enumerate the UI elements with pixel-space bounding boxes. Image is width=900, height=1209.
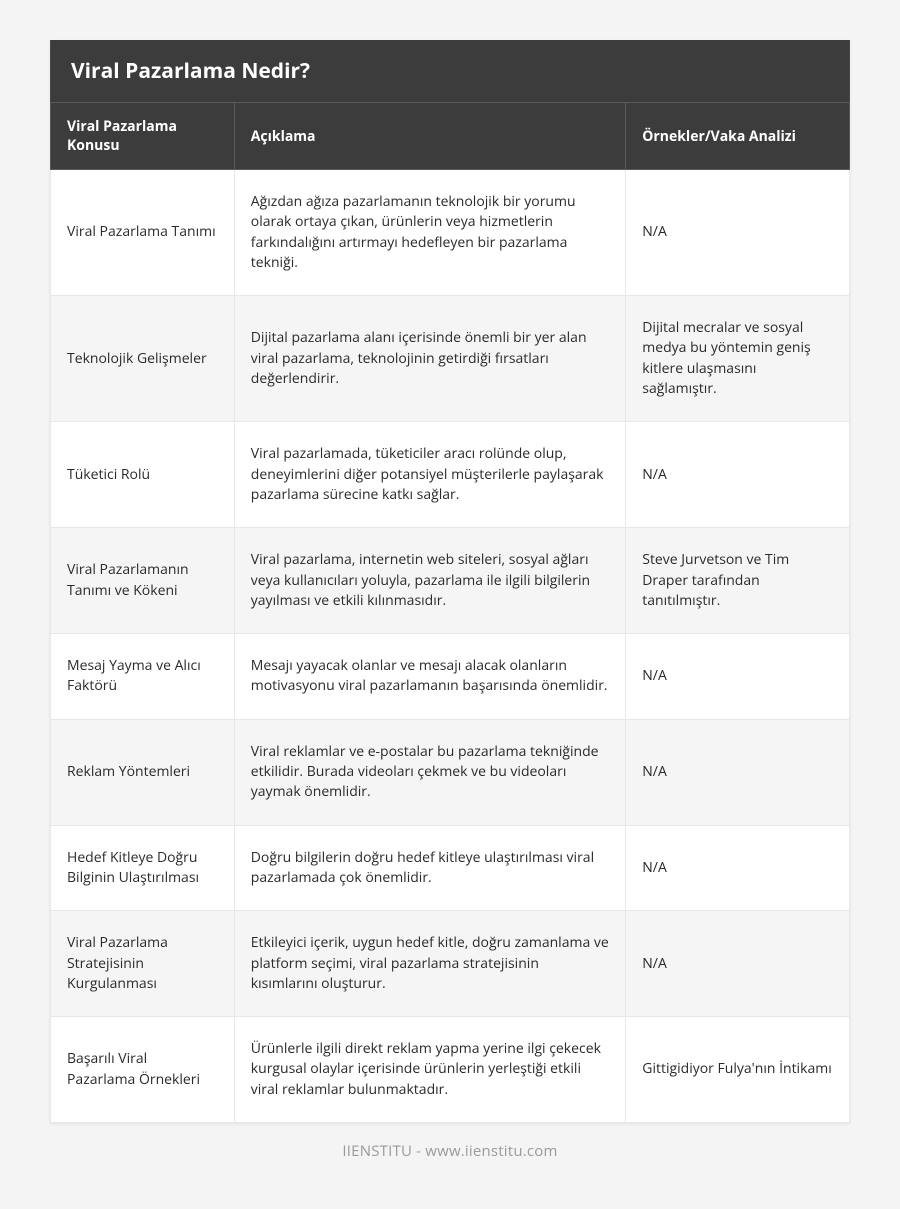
cell-topic: Hedef Kitleye Doğru Bilginin Ulaştırılma… [51,825,235,911]
cell-examples: N/A [626,170,850,296]
cell-description: Etkileyici içerik, uygun hedef kitle, do… [234,911,626,1017]
cell-examples: Gittigidiyor Fulya'nın İntikamı [626,1017,850,1123]
table-header-examples: Örnekler/Vaka Analizi [626,103,850,170]
cell-topic: Mesaj Yayma ve Alıcı Faktörü [51,634,235,720]
cell-description: Ürünlerle ilgili direkt reklam yapma yer… [234,1017,626,1123]
cell-description: Ağızdan ağıza pazarlamanın teknolojik bi… [234,170,626,296]
table-row: Başarılı Viral Pazarlama Örnekleri Ürünl… [51,1017,850,1123]
cell-topic: Viral Pazarlama Tanımı [51,170,235,296]
table-row: Tüketici Rolü Viral pazarlamada, tüketic… [51,422,850,528]
table-header-description: Açıklama [234,103,626,170]
cell-examples: N/A [626,911,850,1017]
table-row: Viral Pazarlama Tanımı Ağızdan ağıza paz… [51,170,850,296]
table-row: Viral Pazarlamanın Tanımı ve Kökeni Vira… [51,528,850,634]
content-card: Viral Pazarlama Nedir? Viral Pazarlama K… [50,40,850,1123]
viral-marketing-table: Viral Pazarlama Konusu Açıklama Örnekler… [50,102,850,1123]
cell-topic: Reklam Yöntemleri [51,719,235,825]
cell-examples: N/A [626,719,850,825]
cell-examples: N/A [626,825,850,911]
cell-description: Mesajı yayacak olanlar ve mesajı alacak … [234,634,626,720]
page-title: Viral Pazarlama Nedir? [50,40,850,102]
cell-examples: N/A [626,422,850,528]
cell-topic: Viral Pazarlama Stratejisinin Kurgulanma… [51,911,235,1017]
cell-examples: Dijital mecralar ve sosyal medya bu yönt… [626,296,850,422]
cell-description: Dijital pazarlama alanı içerisinde öneml… [234,296,626,422]
table-header-topic: Viral Pazarlama Konusu [51,103,235,170]
cell-description: Viral pazarlamada, tüketiciler aracı rol… [234,422,626,528]
table-row: Hedef Kitleye Doğru Bilginin Ulaştırılma… [51,825,850,911]
table-row: Viral Pazarlama Stratejisinin Kurgulanma… [51,911,850,1017]
cell-description: Doğru bilgilerin doğru hedef kitleye ula… [234,825,626,911]
cell-examples: Steve Jurvetson ve Tim Draper tarafından… [626,528,850,634]
cell-topic: Viral Pazarlamanın Tanımı ve Kökeni [51,528,235,634]
cell-examples: N/A [626,634,850,720]
cell-topic: Başarılı Viral Pazarlama Örnekleri [51,1017,235,1123]
cell-topic: Tüketici Rolü [51,422,235,528]
table-row: Teknolojik Gelişmeler Dijital pazarlama … [51,296,850,422]
table-row: Reklam Yöntemleri Viral reklamlar ve e-p… [51,719,850,825]
cell-description: Viral pazarlama, internetin web siteleri… [234,528,626,634]
table-header-row: Viral Pazarlama Konusu Açıklama Örnekler… [51,103,850,170]
footer-attribution: IIENSTITU - www.iienstitu.com [50,1123,850,1169]
table-row: Mesaj Yayma ve Alıcı Faktörü Mesajı yaya… [51,634,850,720]
table-body: Viral Pazarlama Tanımı Ağızdan ağıza paz… [51,170,850,1123]
cell-description: Viral reklamlar ve e-postalar bu pazarla… [234,719,626,825]
cell-topic: Teknolojik Gelişmeler [51,296,235,422]
